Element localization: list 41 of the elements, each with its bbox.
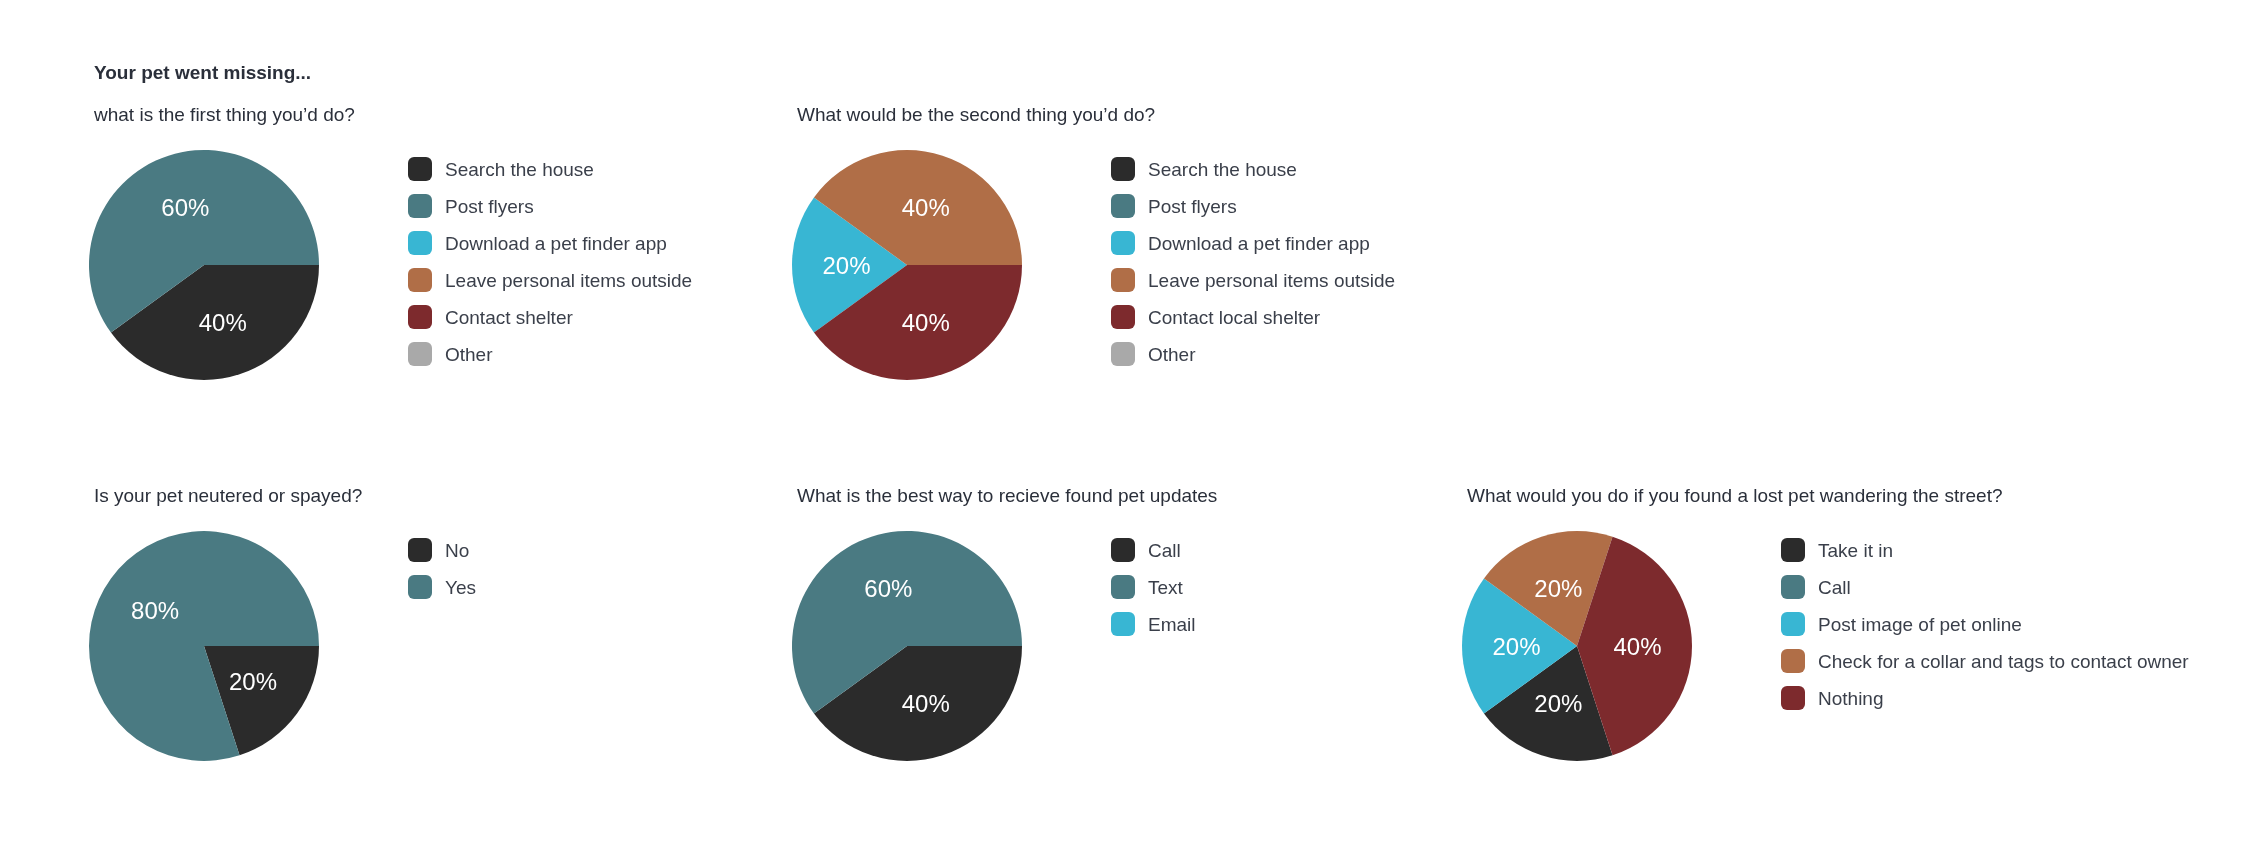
legend-label: Post flyers <box>445 195 534 217</box>
data-label: 40% <box>198 309 247 337</box>
legend-label: Yes <box>445 576 476 598</box>
legend-label: Other <box>1148 343 1197 365</box>
legend-label: No <box>445 539 470 561</box>
chart-subtitle: what is the first thing you’d do? <box>93 104 355 125</box>
data-label: 40% <box>901 309 950 337</box>
chart-title: What is the best way to recieve found pet updates <box>797 485 1218 506</box>
legend-label: Download a pet finder app <box>1148 232 1370 254</box>
legend-label: Take it in <box>1818 539 1893 561</box>
chart-title: What would you do if you found a lost pet wandering the street? <box>1467 485 2003 506</box>
legend-label: Leave personal items outside <box>1148 269 1396 291</box>
legend-label: Post flyers <box>1148 195 1237 217</box>
data-label: 80% <box>131 596 180 624</box>
legend-label: Call <box>1818 576 1851 598</box>
chart-title: What would be the second thing you’d do? <box>797 104 1156 125</box>
legend-label: Text <box>1148 576 1184 598</box>
legend-label: Post image of pet online <box>1818 613 2022 635</box>
data-label: 60% <box>864 574 913 602</box>
legend-label: Download a pet finder app <box>445 232 667 254</box>
legend-label: Check for a collar and tags to contact owner <box>1818 650 2190 672</box>
data-label: 60% <box>161 193 210 221</box>
legend-label: Nothing <box>1818 687 1884 709</box>
legend-label: Leave personal items outside <box>445 269 693 291</box>
legend-label: Contact shelter <box>445 306 574 328</box>
chart-title: Your pet went missing... <box>94 62 312 83</box>
data-label: 20% <box>228 668 277 696</box>
data-label: 40% <box>901 690 950 718</box>
data-label: 40% <box>1613 632 1662 660</box>
legend-label: Search the house <box>445 158 594 180</box>
data-label: 20% <box>1492 632 1541 660</box>
legend-label: Search the house <box>1148 158 1297 180</box>
chart-title: Is your pet neutered or spayed? <box>94 485 363 506</box>
data-label: 20% <box>1534 574 1583 602</box>
legend-label: Other <box>445 343 494 365</box>
data-label: 20% <box>822 251 871 279</box>
data-label: 40% <box>901 193 950 221</box>
legend-label: Contact local shelter <box>1148 306 1321 328</box>
legend-label: Email <box>1148 613 1196 635</box>
legend-label: Call <box>1148 539 1181 561</box>
data-label: 20% <box>1534 690 1583 718</box>
